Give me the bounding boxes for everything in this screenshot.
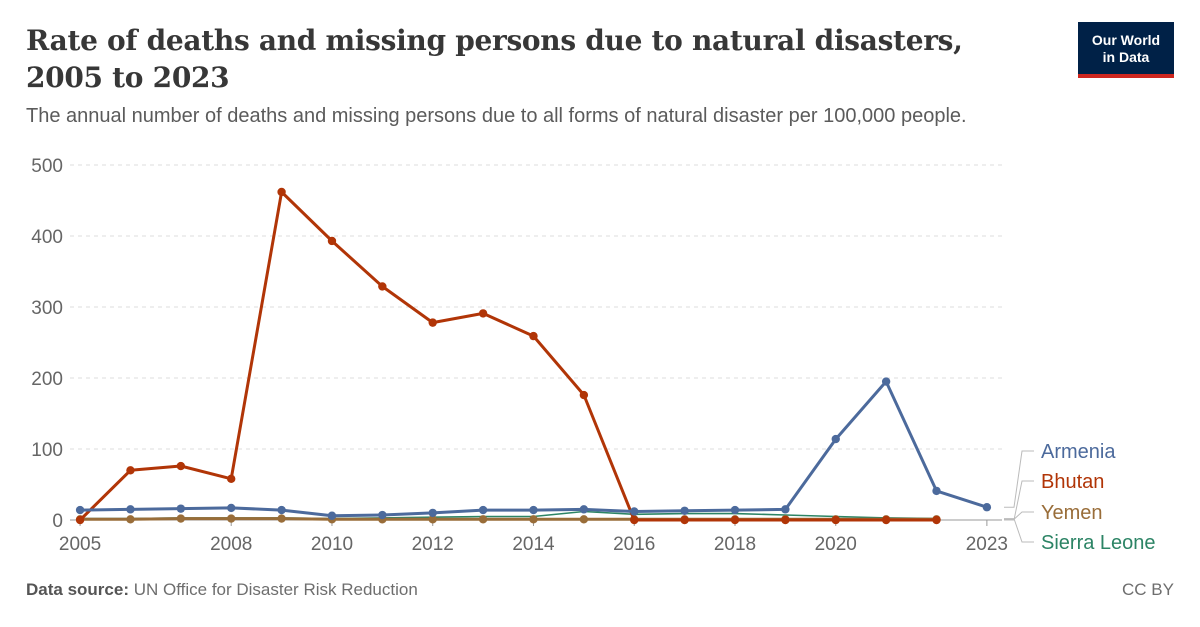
y-axis: 0 100 200 300 400 500 (31, 156, 63, 532)
data-point-armenia (227, 503, 236, 513)
logo-line-2: in Data (1102, 49, 1150, 65)
data-point-armenia (831, 434, 840, 444)
x-tick-label: 2005 (59, 534, 101, 555)
data-point-armenia (277, 505, 286, 515)
data-point-yemen (428, 515, 437, 524)
data-point-bhutan (428, 318, 437, 327)
x-tick-label: 2008 (210, 534, 252, 555)
data-point-armenia (378, 510, 387, 520)
data-point-bhutan (630, 515, 639, 525)
x-axis: 2005 2008 2010 2012 2014 2016 2018 2020 2023 (59, 519, 1008, 555)
x-tick-label: 2016 (613, 534, 655, 555)
owid-logo[interactable]: Our World in Data (1078, 22, 1174, 78)
data-point-bhutan (327, 236, 337, 246)
data-point-yemen (529, 515, 538, 524)
series-lines (75, 187, 992, 525)
y-tick-label: 300 (31, 298, 63, 319)
data-point-bhutan (529, 331, 538, 341)
data-point-bhutan (478, 309, 488, 318)
data-source-label: Data source: (26, 580, 129, 599)
x-tick-label: 2020 (815, 534, 857, 555)
data-point-bhutan (227, 474, 236, 484)
data-point-bhutan (932, 515, 941, 525)
y-tick-label: 400 (31, 227, 63, 248)
data-point-yemen (579, 515, 589, 524)
data-point-armenia (932, 486, 941, 496)
data-point-armenia (730, 505, 740, 515)
logo-line-1: Our World (1091, 32, 1161, 48)
y-tick-label: 0 (52, 511, 63, 532)
chart-subtitle: The annual number of deaths and missing … (26, 105, 967, 127)
data-point-armenia (428, 508, 437, 518)
legend-connector-sierra-leone (1004, 518, 1034, 543)
data-point-bhutan (730, 515, 740, 525)
data-point-yemen (227, 514, 236, 523)
legend-connector-bhutan (1004, 480, 1034, 521)
series-line-bhutan (78, 190, 938, 522)
data-point-armenia (327, 511, 337, 520)
data-point-bhutan (277, 187, 286, 197)
data-point-bhutan (176, 461, 186, 471)
legend-connector-armenia (1004, 450, 1034, 508)
data-point-bhutan (881, 515, 891, 525)
chart-title: Rate of deaths and missing persons due t… (26, 24, 963, 94)
data-point-bhutan (680, 515, 689, 525)
legend-label-yemen[interactable]: Yemen (1041, 502, 1103, 524)
data-point-yemen (277, 514, 286, 523)
data-point-armenia (680, 506, 689, 515)
legend-label-sierra-leone[interactable]: Sierra Leone (1041, 532, 1156, 554)
x-tick-label: 2018 (714, 534, 756, 555)
data-point-armenia (781, 505, 790, 514)
legend-label-bhutan[interactable]: Bhutan (1041, 471, 1104, 493)
gridlines (70, 164, 1002, 450)
series-armenia[interactable] (75, 377, 992, 520)
license-link[interactable]: CC BY (1122, 580, 1174, 599)
data-point-armenia (75, 505, 85, 515)
data-point-yemen (126, 515, 135, 524)
y-tick-label: 200 (31, 369, 63, 390)
x-tick-label: 2010 (311, 534, 353, 555)
legend-connector-yemen (1004, 511, 1034, 520)
y-tick-label: 500 (31, 156, 63, 177)
data-point-bhutan (781, 515, 790, 525)
data-point-armenia (176, 504, 186, 513)
x-tick-label: 2023 (966, 534, 1008, 555)
data-point-armenia (982, 503, 992, 512)
data-point-yemen (478, 515, 488, 524)
data-point-bhutan (126, 466, 135, 475)
data-point-armenia (529, 505, 538, 515)
data-point-bhutan (579, 390, 589, 400)
legend[interactable]: Armenia Bhutan Yemen Sierra Leone (1004, 441, 1156, 554)
x-tick-label: 2014 (512, 534, 555, 555)
data-point-armenia (630, 507, 639, 516)
data-point-armenia (126, 505, 135, 514)
data-point-bhutan (75, 515, 85, 525)
data-source: Data source: UN Office for Disaster Risk… (26, 580, 418, 600)
data-point-armenia (881, 377, 891, 386)
series-bhutan[interactable] (75, 187, 941, 525)
data-point-yemen (176, 514, 186, 523)
data-source-text: UN Office for Disaster Risk Reduction (133, 580, 418, 599)
y-tick-label: 100 (31, 440, 63, 461)
legend-label-armenia[interactable]: Armenia (1041, 441, 1116, 463)
data-point-bhutan (831, 515, 840, 525)
x-tick-label: 2012 (412, 534, 454, 555)
data-point-bhutan (378, 282, 387, 291)
data-point-armenia (478, 505, 488, 515)
data-point-armenia (579, 505, 589, 514)
